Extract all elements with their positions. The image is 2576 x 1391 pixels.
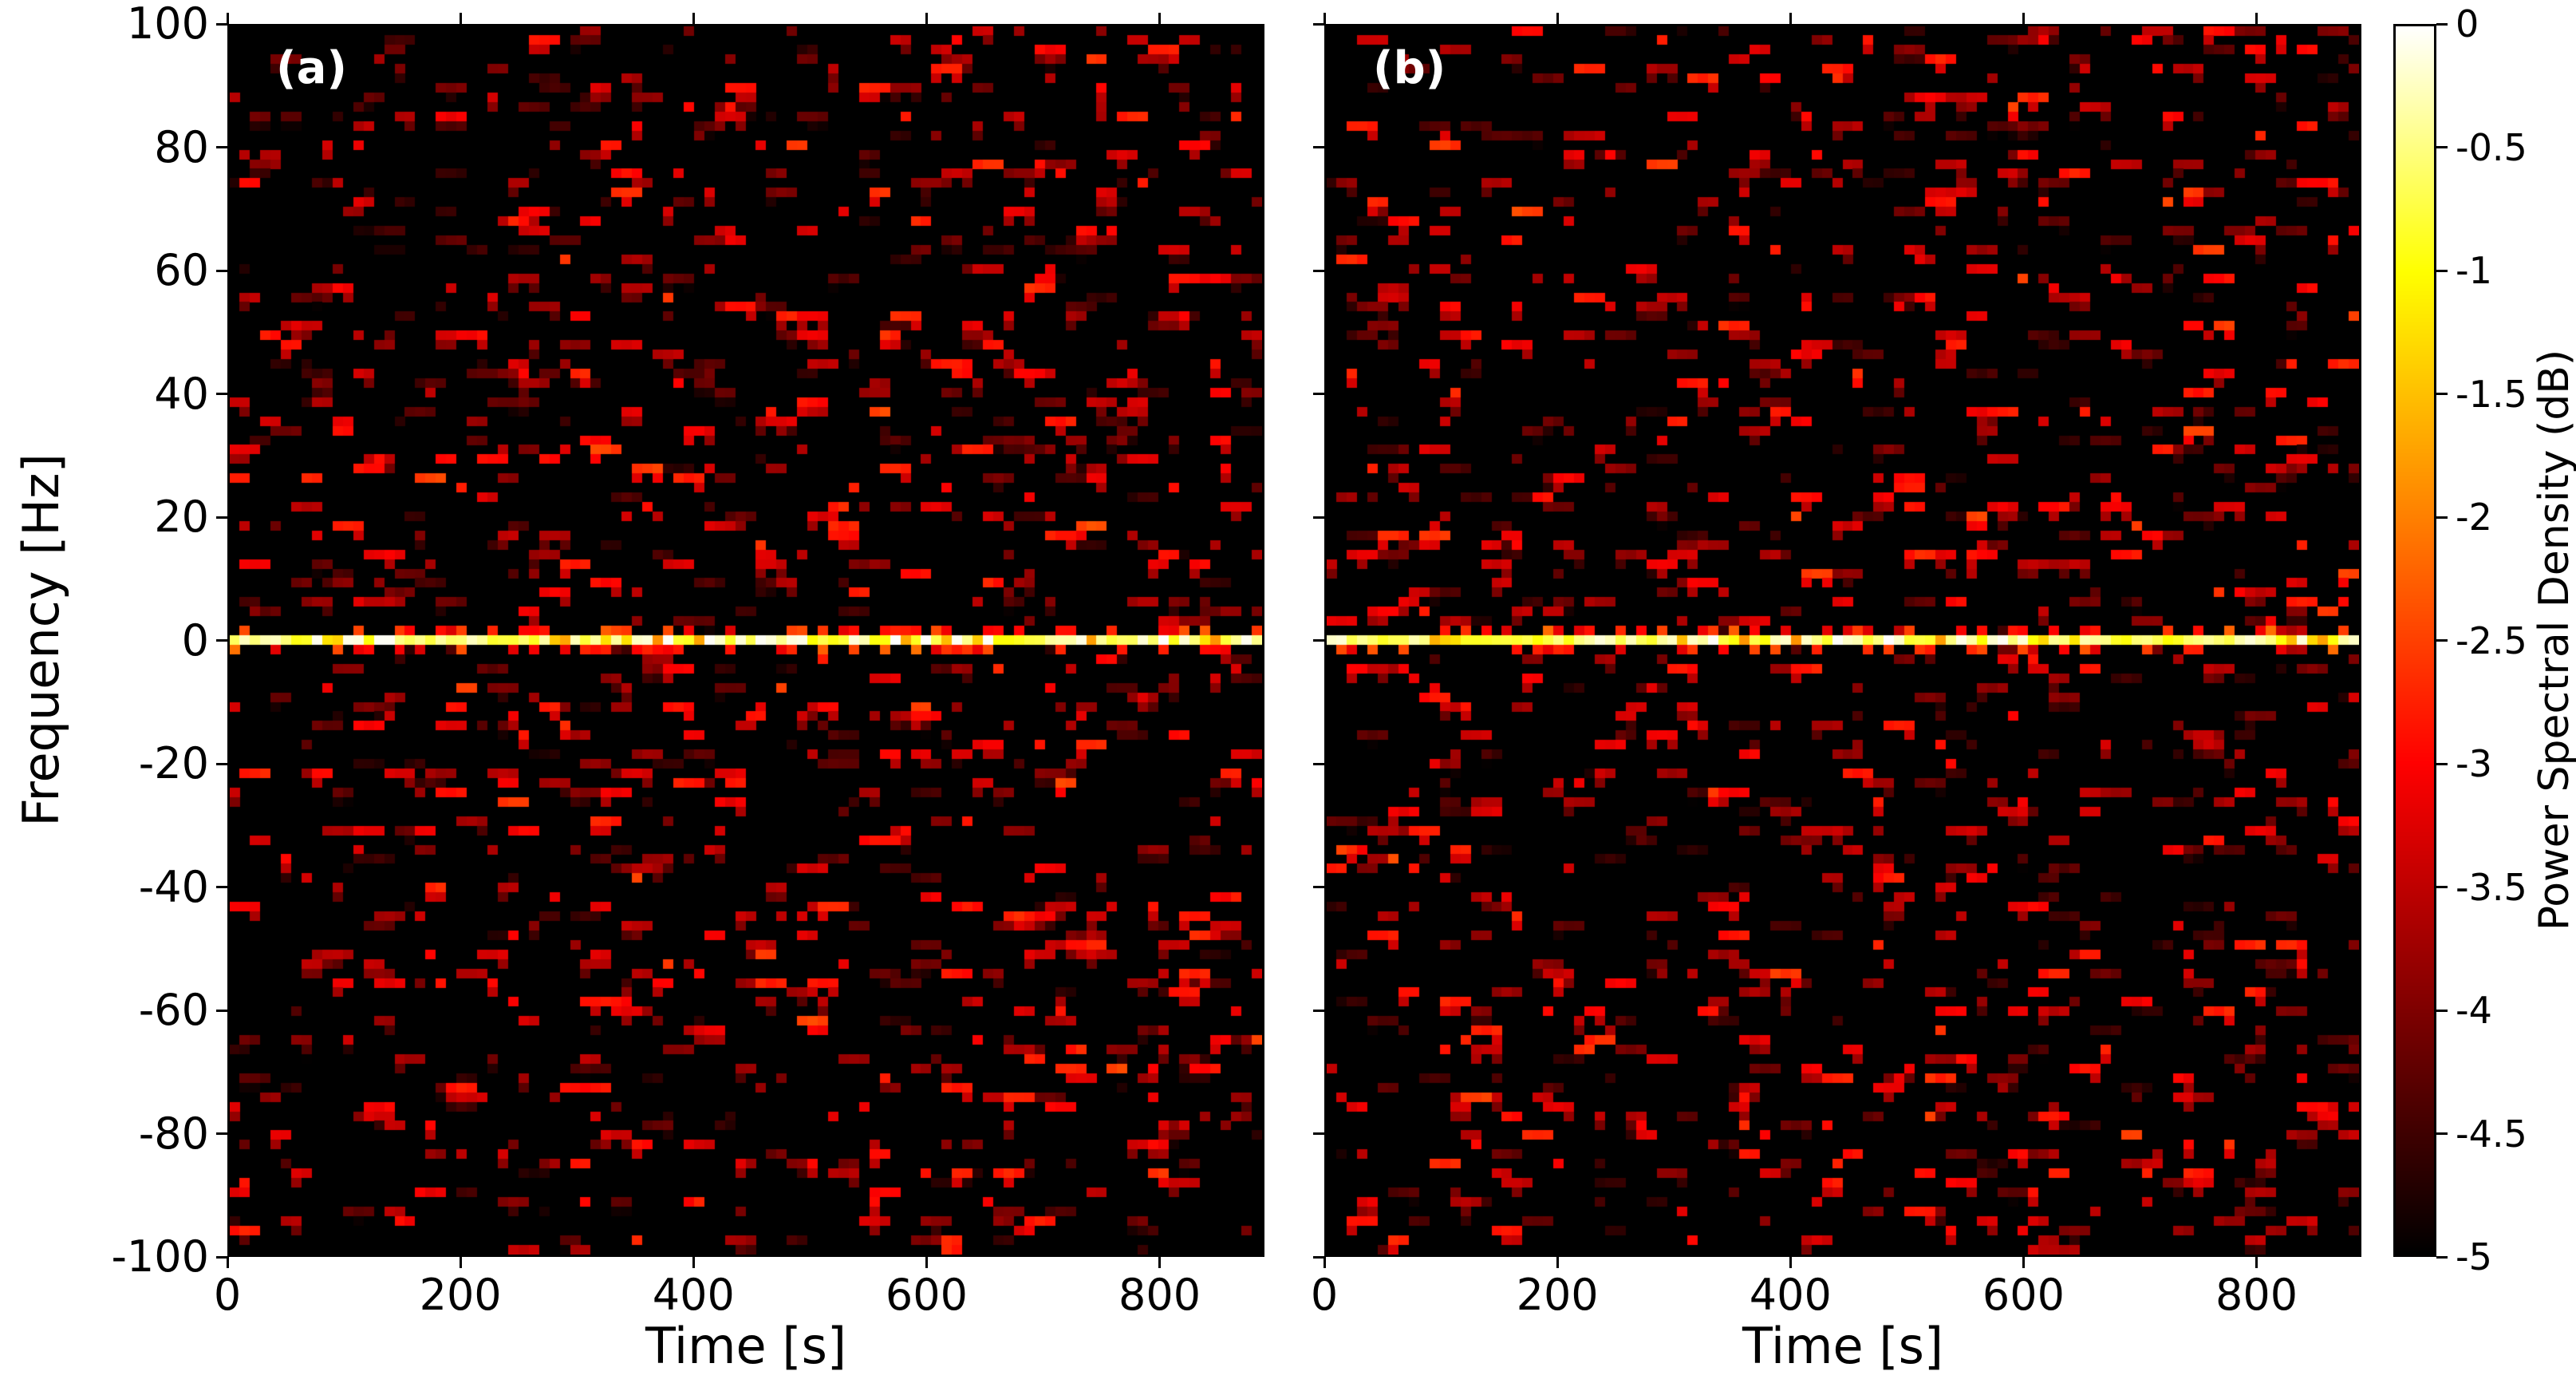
x-tick-mark [2022,1257,2025,1268]
x-tick-mark [459,1257,462,1268]
y-tick-mark [216,1255,227,1259]
x-tick-mark-top [925,13,928,24]
spectrogram-a-heatmap [230,26,1262,1255]
y-tick-label: 60 [154,245,209,295]
y-tick-label: -100 [111,1231,209,1282]
colorbar [2393,24,2436,1257]
y-tick-label: 80 [154,121,209,172]
colorbar-tick-label: -1.5 [2456,372,2527,416]
y-tick-mark [216,146,227,148]
y-tick-label: 100 [126,0,209,49]
y-axis-label: Frequency [Hz] [12,453,70,827]
x-tick-label: 400 [652,1270,735,1320]
colorbar-gradient [2396,26,2434,1255]
y-tick-mark [1313,1255,1324,1259]
x-tick-mark-top [1323,13,1326,24]
x-tick-mark-top [2022,13,2025,24]
y-tick-mark [1313,762,1324,765]
y-tick-mark [1313,22,1324,26]
x-tick-mark-top [1789,13,1792,24]
x-tick-label: 800 [2215,1270,2298,1320]
y-tick-mark [1313,516,1324,519]
colorbar-tick-mark [2436,393,2448,395]
colorbar-tick-label: -4 [2456,989,2492,1032]
x-tick-label: 0 [213,1270,242,1320]
y-tick-mark [216,1009,227,1012]
colorbar-tick-mark [2436,146,2448,148]
y-tick-mark [216,1132,227,1135]
colorbar-tick-label: -3 [2456,742,2492,785]
spectrogram-panel-a: (a) [227,24,1264,1257]
y-tick-mark [1313,1009,1324,1012]
x-tick-mark [226,1257,229,1268]
y-tick-label: 40 [154,368,209,419]
colorbar-label: Power Spectral Density (dB) [2531,349,2576,931]
x-tick-label: 400 [1749,1270,1832,1320]
y-tick-mark [216,762,227,765]
colorbar-tick-mark [2436,1009,2448,1012]
x-tick-mark [1158,1257,1162,1268]
y-tick-label: 20 [154,492,209,542]
y-tick-mark [216,516,227,519]
colorbar-tick-label: -4.5 [2456,1112,2527,1156]
y-tick-mark [1313,639,1324,642]
x-tick-mark [1323,1257,1326,1268]
x-tick-mark [692,1257,695,1268]
y-tick-mark [216,639,227,642]
y-tick-mark [216,269,227,272]
colorbar-tick-label: -2.5 [2456,618,2527,662]
panel-b-label: (b) [1373,42,1446,94]
x-tick-mark [925,1257,928,1268]
colorbar-tick-mark [2436,269,2448,272]
y-tick-label: -20 [138,738,209,788]
colorbar-tick-mark [2436,886,2448,888]
x-tick-mark-top [1158,13,1162,24]
y-tick-mark [1313,886,1324,888]
x-tick-label: 0 [1310,1270,1339,1320]
x-tick-mark [2255,1257,2258,1268]
y-tick-mark [216,22,227,26]
y-tick-mark [1313,269,1324,272]
colorbar-tick-mark [2436,516,2448,519]
colorbar-tick-mark [2436,639,2448,642]
x-tick-label: 600 [885,1270,968,1320]
colorbar-tick-mark [2436,22,2448,26]
x-axis-label-b: Time [s] [1742,1317,1944,1375]
x-tick-mark [1556,1257,1559,1268]
x-tick-mark-top [1556,13,1559,24]
y-tick-label: -40 [138,861,209,912]
x-tick-mark-top [2255,13,2258,24]
x-tick-label: 800 [1118,1270,1201,1320]
colorbar-tick-label: -3.5 [2456,865,2527,909]
y-tick-label: 0 [181,614,209,666]
x-axis-label-a: Time [s] [645,1317,847,1375]
x-tick-mark-top [692,13,695,24]
panel-a-label: (a) [276,42,347,94]
y-tick-mark [1313,1132,1324,1135]
spectrogram-b-heatmap [1327,26,2359,1255]
y-tick-mark [216,886,227,888]
colorbar-tick-mark [2436,762,2448,765]
colorbar-tick-label: -0.5 [2456,125,2527,169]
x-tick-label: 600 [1982,1270,2065,1320]
x-tick-mark-top [226,13,229,24]
colorbar-tick-label: 0 [2456,2,2479,45]
y-tick-mark [1313,393,1324,395]
colorbar-tick-label: -5 [2456,1235,2492,1278]
y-tick-label: -60 [138,985,209,1035]
spectrogram-panel-b: (b) [1324,24,2361,1257]
colorbar-tick-label: -1 [2456,249,2492,292]
y-tick-label: -80 [138,1108,209,1159]
colorbar-tick-label: -2 [2456,496,2492,539]
y-tick-mark [1313,146,1324,148]
x-tick-mark [1789,1257,1792,1268]
y-tick-mark [216,393,227,395]
colorbar-tick-mark [2436,1255,2448,1259]
colorbar-tick-mark [2436,1132,2448,1135]
x-tick-label: 200 [1516,1270,1599,1320]
x-tick-label: 200 [419,1270,502,1320]
x-tick-mark-top [459,13,462,24]
